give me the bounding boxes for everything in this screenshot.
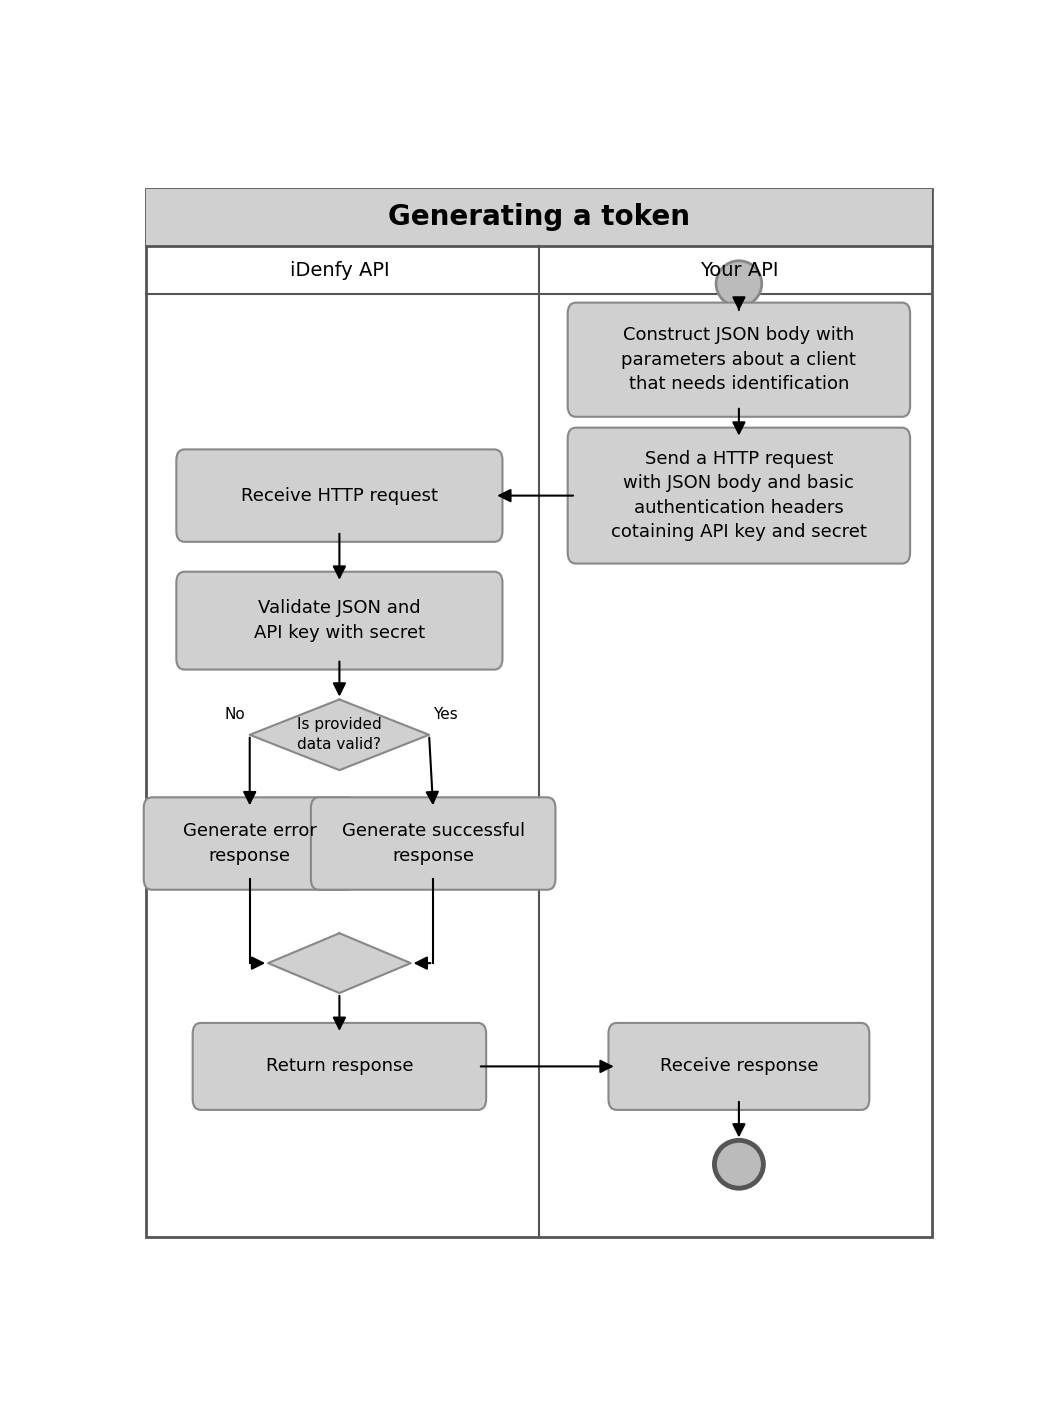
Text: iDenfy API: iDenfy API [289, 260, 389, 280]
Text: Generating a token: Generating a token [388, 203, 690, 232]
Text: Your API: Your API [700, 260, 778, 280]
Text: Return response: Return response [266, 1058, 413, 1076]
FancyBboxPatch shape [568, 428, 910, 563]
Text: Receive response: Receive response [660, 1058, 818, 1076]
FancyBboxPatch shape [144, 798, 356, 890]
Polygon shape [268, 933, 410, 993]
FancyBboxPatch shape [311, 798, 555, 890]
Text: Is provided
data valid?: Is provided data valid? [297, 717, 382, 753]
Text: Send a HTTP request
with JSON body and basic
authentication headers
cotaining AP: Send a HTTP request with JSON body and b… [611, 450, 867, 541]
Text: Generate successful
response: Generate successful response [342, 822, 525, 864]
FancyBboxPatch shape [568, 302, 910, 417]
FancyBboxPatch shape [177, 572, 503, 669]
Bar [146, 189, 932, 246]
Text: Validate JSON and
API key with secret: Validate JSON and API key with secret [254, 600, 425, 642]
FancyBboxPatch shape [608, 1022, 869, 1110]
Polygon shape [249, 699, 429, 770]
FancyBboxPatch shape [177, 449, 503, 542]
Text: No: No [225, 707, 246, 722]
Text: Receive HTTP request: Receive HTTP request [241, 487, 438, 504]
Text: Generate error
response: Generate error response [183, 822, 317, 864]
FancyBboxPatch shape [193, 1022, 486, 1110]
Text: Yes: Yes [433, 707, 458, 722]
Ellipse shape [714, 1141, 764, 1187]
Ellipse shape [716, 261, 762, 306]
Text: Construct JSON body with
parameters about a client
that needs identification: Construct JSON body with parameters abou… [622, 326, 856, 393]
